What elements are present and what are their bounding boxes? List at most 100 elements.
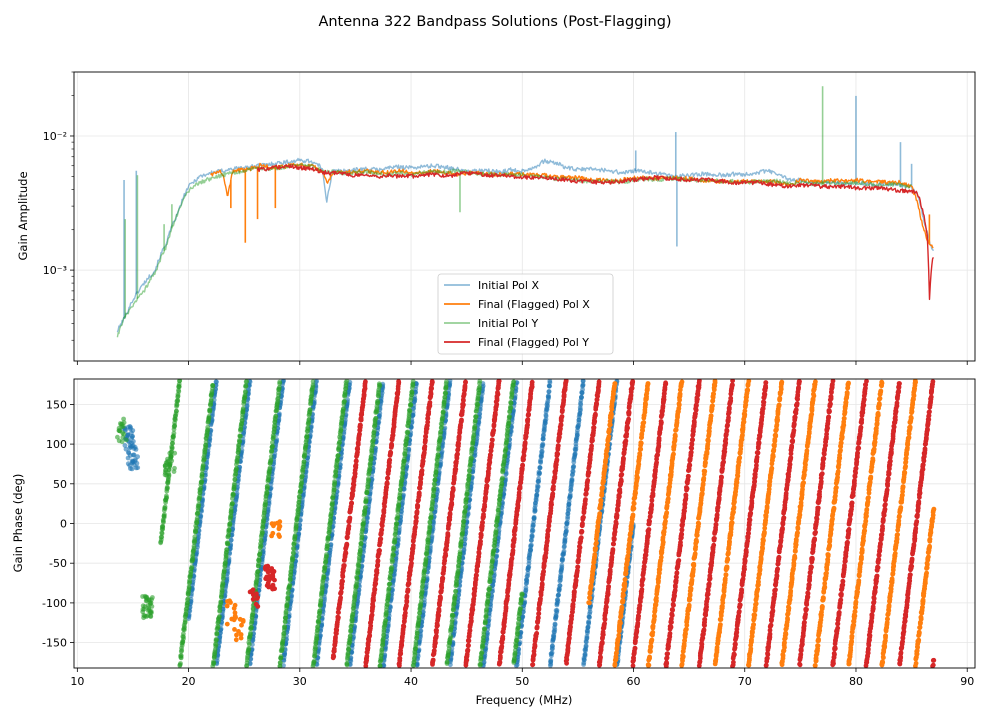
phase-point	[194, 525, 199, 531]
phase-point	[688, 586, 694, 591]
phase-point	[214, 637, 220, 643]
phase-point	[381, 663, 387, 668]
amplitude-frame	[73, 71, 976, 362]
phase-point	[194, 515, 200, 521]
phase-point	[318, 633, 323, 638]
phase-point	[587, 595, 593, 601]
phase-point	[623, 567, 629, 573]
phase-point	[687, 597, 693, 602]
phase-xtick-label: 60	[627, 675, 641, 688]
phase-point	[307, 407, 313, 412]
phase-point	[174, 408, 179, 414]
phase-point	[846, 380, 851, 386]
phase-point	[240, 406, 246, 411]
amplitude-axes: 10⁻³10⁻² Gain Amplitude Initial Pol XFin…	[16, 71, 976, 365]
amplitude-line-0	[116, 157, 934, 333]
phase-point	[218, 599, 224, 605]
phase-point	[237, 439, 243, 444]
phase-point	[870, 456, 876, 462]
phase-point	[258, 543, 264, 548]
phase-point	[918, 615, 924, 620]
phase-point	[272, 423, 278, 429]
phase-point	[529, 533, 535, 539]
phase-point	[272, 521, 277, 527]
phase-point	[770, 454, 776, 459]
phase-point	[650, 630, 656, 635]
phase-point	[271, 434, 276, 440]
phase-point	[313, 645, 318, 651]
phase-point	[868, 474, 874, 480]
phase-point	[267, 465, 273, 471]
phase-point	[207, 407, 213, 412]
phase-xtick-label: 50	[515, 675, 529, 688]
phase-point	[310, 379, 316, 384]
phase-point	[641, 420, 647, 425]
phase-point	[723, 572, 729, 578]
phase-point	[548, 657, 554, 663]
phase-point	[525, 570, 531, 576]
phase-point	[879, 380, 885, 386]
phase-points	[115, 379, 937, 668]
phase-point	[737, 455, 743, 461]
phase-point	[618, 620, 623, 626]
phase-point	[210, 383, 216, 388]
phase-point	[853, 599, 859, 605]
phase-point	[592, 552, 598, 557]
phase-point	[537, 470, 542, 476]
phase-point	[532, 508, 538, 514]
phase-point	[904, 447, 910, 452]
phase-point	[268, 485, 274, 491]
amplitude-ticks: 10⁻³10⁻²	[43, 71, 968, 365]
phase-point	[760, 546, 765, 551]
phase-point	[135, 454, 141, 460]
phase-point	[260, 530, 265, 535]
phase-point	[259, 538, 264, 544]
phase-point	[745, 387, 750, 393]
phase-point	[835, 469, 841, 474]
phase-point	[234, 632, 239, 638]
phase-point	[414, 381, 419, 387]
phase-point	[291, 546, 297, 552]
phase-point	[895, 532, 900, 537]
phase-point	[130, 459, 136, 465]
amplitude-ytick-label: 10⁻³	[43, 264, 67, 277]
phase-point	[244, 379, 250, 384]
phase-point	[595, 524, 601, 530]
phase-ytick-label: 0	[60, 518, 67, 531]
phase-point	[530, 528, 536, 533]
phase-point	[582, 657, 587, 663]
phase-point	[806, 430, 812, 436]
phase-point	[724, 564, 730, 570]
phase-point	[200, 462, 206, 468]
phase-point	[916, 637, 922, 643]
phase-point	[249, 619, 255, 625]
amplitude-line-2	[116, 163, 912, 338]
phase-point	[531, 522, 536, 528]
phase-point	[227, 527, 232, 533]
phase-point	[825, 552, 831, 558]
phase-point	[560, 556, 566, 562]
phase-point	[691, 561, 697, 567]
phase-point	[559, 562, 565, 568]
phase-point	[645, 381, 651, 386]
phase-point	[281, 379, 286, 384]
phase-point	[606, 427, 612, 432]
phase-point	[235, 454, 241, 460]
phase-point	[587, 600, 592, 606]
phase-point	[631, 506, 637, 511]
phase-point	[788, 590, 793, 596]
phase-point	[321, 573, 327, 578]
phase-point	[751, 622, 756, 627]
phase-point	[433, 504, 439, 510]
phase-xtick-label: 30	[293, 675, 307, 688]
phase-point	[462, 536, 468, 542]
phase-point	[597, 511, 603, 516]
phase-point	[878, 388, 884, 394]
phase-point	[856, 578, 862, 584]
phase-point	[885, 616, 890, 622]
phase-point	[214, 631, 220, 636]
amplitude-lines	[116, 86, 935, 338]
phase-point	[886, 604, 892, 609]
